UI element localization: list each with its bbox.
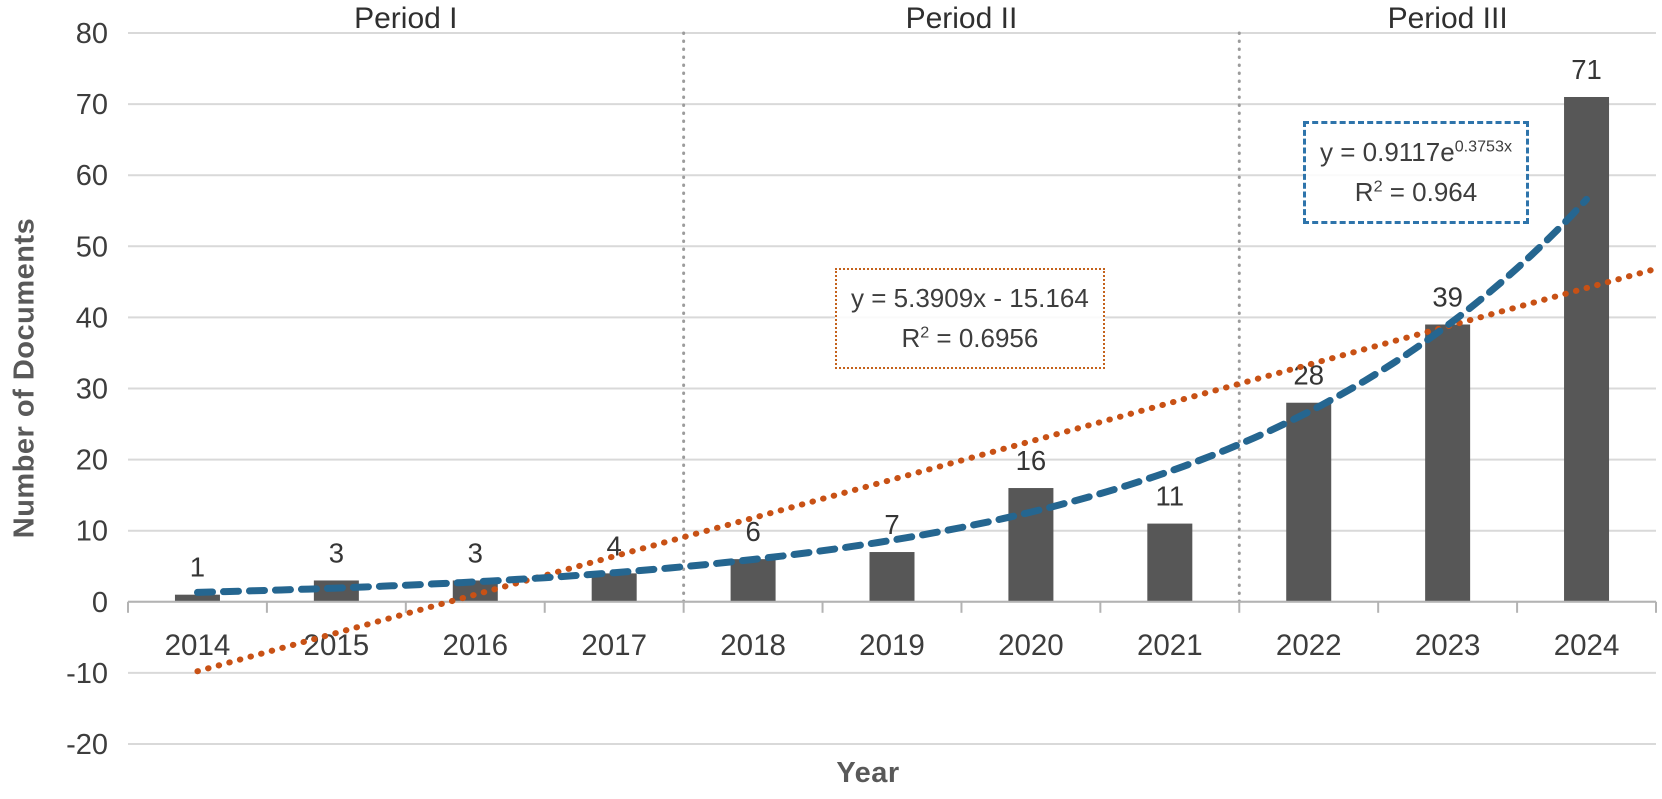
bar-2021 — [1147, 523, 1193, 602]
bar-value-label-2020: 16 — [1016, 445, 1047, 476]
bar-2024 — [1564, 96, 1610, 602]
bar-2022 — [1286, 402, 1332, 602]
x-tick-label-2023: 2023 — [1415, 629, 1481, 662]
period-2-label: Period II — [905, 2, 1018, 35]
x-tick-label-2024: 2024 — [1554, 629, 1620, 662]
bar-value-label-2024: 71 — [1571, 54, 1602, 85]
bar-value-label-2019: 7 — [884, 509, 899, 540]
y-tick-label-60: 60 — [76, 160, 108, 192]
bar-2017 — [591, 573, 637, 602]
y-tick-label-40: 40 — [76, 302, 108, 334]
exponential-r2-text: R2 = 0.964 — [1354, 177, 1478, 208]
bar-2023 — [1425, 324, 1471, 602]
x-tick-label-2017: 2017 — [581, 629, 647, 662]
bar-value-label-2018: 6 — [745, 516, 760, 547]
period-1-label: Period I — [354, 2, 458, 35]
bar-value-label-2015: 3 — [329, 537, 344, 568]
y-tick-label--20: -20 — [66, 729, 108, 761]
y-axis-title: Number of Documents — [8, 217, 41, 539]
period-3-label: Period III — [1387, 2, 1508, 35]
x-tick-label-2022: 2022 — [1276, 629, 1342, 662]
exponential-trendline-equation-box: y = 0.9117e0.3753x R2 = 0.964 — [1303, 121, 1530, 224]
bar-2020 — [1008, 488, 1054, 602]
y-tick-label-30: 30 — [76, 374, 108, 406]
bar-value-label-2021: 11 — [1156, 481, 1185, 512]
exponential-equation-text: y = 0.9117e0.3753x — [1320, 137, 1513, 167]
exponential-trendline — [194, 195, 1590, 596]
bar-2018 — [730, 559, 776, 602]
bar-value-label-2016: 3 — [468, 537, 483, 568]
y-tick-label-0: 0 — [92, 587, 108, 619]
linear-equation-text: y = 5.3909x - 15.164 — [851, 283, 1089, 313]
bar-2014 — [174, 594, 220, 602]
y-tick-label--10: -10 — [66, 658, 108, 690]
y-tick-label-20: 20 — [76, 445, 108, 477]
bar-value-label-2023: 39 — [1432, 282, 1463, 313]
y-tick-label-10: 10 — [76, 516, 108, 548]
linear-trendline — [194, 265, 1659, 675]
x-tick-label-2016: 2016 — [442, 629, 508, 662]
x-tick-label-2021: 2021 — [1137, 629, 1203, 662]
x-tick-label-2019: 2019 — [859, 629, 925, 662]
x-axis-title: Year — [836, 757, 900, 789]
x-tick-label-2020: 2020 — [998, 629, 1064, 662]
y-tick-label-50: 50 — [76, 231, 108, 263]
x-tick-label-2014: 2014 — [165, 629, 231, 662]
y-tick-label-70: 70 — [76, 89, 108, 121]
x-tick-label-2018: 2018 — [720, 629, 786, 662]
y-tick-label-80: 80 — [76, 18, 108, 50]
linear-trendline-equation-box: y = 5.3909x - 15.164 R2 = 0.6956 — [835, 268, 1105, 369]
bar-value-label-2014: 1 — [190, 552, 205, 583]
linear-r2-text: R2 = 0.6956 — [901, 323, 1039, 354]
bar-value-label-2017: 4 — [607, 530, 622, 561]
bar-2019 — [869, 552, 915, 602]
